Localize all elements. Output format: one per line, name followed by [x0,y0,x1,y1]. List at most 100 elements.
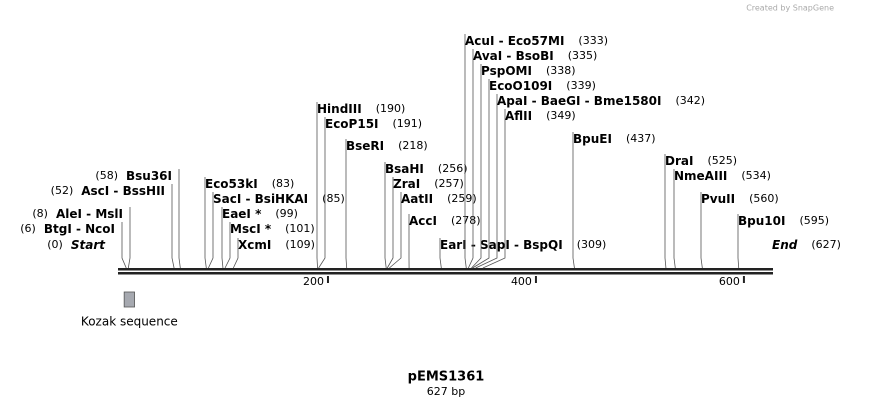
site-label: ApaI - BaeGI - Bme1580I (342) [497,94,705,108]
site-name: AatII [401,192,433,206]
feature-label: Kozak sequence [81,315,178,329]
subtitle: 627 bp [427,385,465,398]
site-position: (560) [749,192,779,205]
site-label: BsaHI (256) [385,162,468,176]
site-line [204,177,207,269]
site-label: EcoP15I (191) [325,117,422,131]
site-name: AleI - MslI [56,207,123,221]
site-position: (190) [376,102,406,115]
site-position: (338) [546,64,576,77]
site-label: BpuEI (437) [573,132,656,146]
site-line [464,34,467,269]
site-line [386,177,394,269]
site-label: (52) AscI - BssHII [51,184,165,198]
site-line [673,169,676,269]
site-line [572,132,575,269]
site-position: (259) [447,192,477,205]
site-line [345,139,348,269]
site-label: AvaI - BsoBI (335) [473,49,597,63]
site-name: BtgI - NcoI [44,222,115,236]
site-position: (52) [51,184,74,197]
site-position: (101) [285,222,315,235]
site-label: AflII (349) [505,109,576,123]
site-name: EarI - SapI - BspQI [440,238,563,252]
backbone-bottom [118,272,773,275]
site-label: EcoO109I (339) [489,79,596,93]
site-name: ApaI - BaeGI - Bme1580I [497,94,661,108]
site-name: AccI [409,214,437,228]
site-name: XcmI [238,238,271,252]
site-label: MscI * (101) [230,222,315,236]
site-label: EarI - SapI - BspQI (309) [440,238,606,252]
site-name: Eco53kI [205,177,258,191]
site-name: AvaI - BsoBI [473,49,554,63]
site-label: PvuII (560) [701,192,779,206]
site-name: EcoP15I [325,117,379,131]
site-name: Bsu36I [126,169,172,183]
site-line [475,94,498,269]
site-position: (83) [272,177,295,190]
site-position: (595) [799,214,829,227]
site-position: (8) [32,207,48,220]
site-name: PvuII [701,192,735,206]
site-position: (342) [675,94,705,107]
site-position: (339) [566,79,596,92]
site-label: SacI - BsiHKAI (85) [213,192,345,206]
site-label: XcmI (109) [238,238,315,252]
site-position: (6) [20,222,36,235]
site-name: PspOMI [481,64,532,78]
site-label: (6) BtgI - NcoI [20,222,115,236]
site-name: HindIII [317,102,362,116]
site-position: (257) [434,177,464,190]
site-label: AccI (278) [409,214,481,228]
site-label: ZraI (257) [393,177,464,191]
site-line [471,64,482,269]
title: pEMS1361 [408,370,485,385]
site-position: (349) [546,109,576,122]
site-line [316,102,318,269]
site-line [224,222,231,269]
site-position: (99) [275,207,298,220]
credit: Created by SnapGene [746,4,834,13]
site-label: (8) AleI - MslI [32,207,123,221]
site-label: AcuI - Eco57MI (333) [465,34,608,48]
site-label: BseRI (218) [346,139,428,153]
site-label: Bpu10I (595) [738,214,829,228]
site-name: BseRI [346,139,384,153]
site-name: AscI - BssHII [81,184,165,198]
site-label: End (627) [772,238,841,252]
site-line [127,207,131,269]
site-line [318,117,326,269]
site-line [472,79,490,269]
site-position: (85) [322,192,345,205]
site-label: DraI (525) [665,154,737,168]
site-name: EcoO109I [489,79,552,93]
ruler-label: 400 [511,275,532,288]
site-position: (437) [626,132,656,145]
site-position: (256) [438,162,468,175]
site-label: (0) Start [47,238,106,252]
site-name: AcuI - Eco57MI [465,34,564,48]
site-line [467,49,474,269]
site-line [208,192,214,269]
site-name: DraI [665,154,693,168]
site-line [700,192,703,269]
backbone-top [118,268,773,271]
site-label: Eco53kI (83) [205,177,294,191]
site-name: MscI * [230,222,272,236]
site-line [221,207,224,269]
site-position: (333) [578,34,608,47]
site-position: (335) [568,49,598,62]
site-line [737,214,740,269]
site-name: BsaHI [385,162,424,176]
site-label: PspOMI (338) [481,64,576,78]
ruler-label: 200 [303,275,324,288]
site-name: Bpu10I [738,214,785,228]
site-name: AflII [505,109,532,123]
site-position: (218) [398,139,428,152]
site-line [121,222,127,269]
site-position: (525) [707,154,737,167]
site-line [439,238,442,269]
site-label: EaeI * (99) [222,207,298,221]
